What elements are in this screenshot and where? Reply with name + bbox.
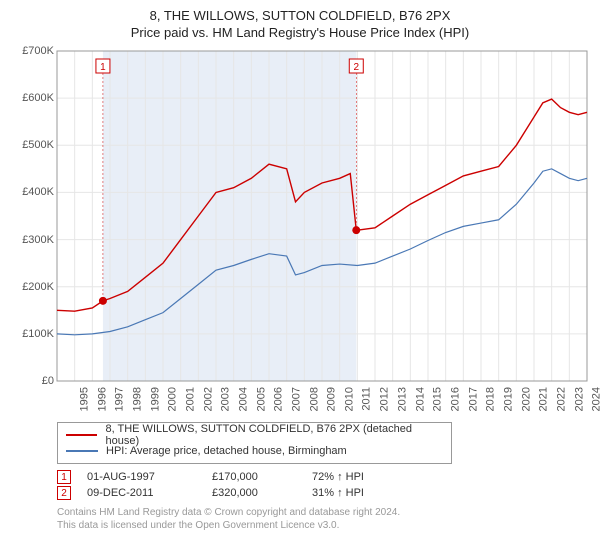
x-axis-label: 2020	[520, 387, 532, 411]
transaction-date: 01-AUG-1997	[87, 471, 212, 483]
y-axis-label: £700K	[12, 45, 54, 57]
legend-label: 8, THE WILLOWS, SUTTON COLDFIELD, B76 2P…	[105, 423, 443, 447]
x-axis-label: 2012	[379, 387, 391, 411]
x-axis-label: 2014	[414, 387, 426, 411]
x-axis-label: 2023	[573, 387, 585, 411]
x-axis-label: 2007	[290, 387, 302, 411]
transaction-marker: 1	[57, 470, 71, 484]
y-axis-label: £200K	[12, 281, 54, 293]
chart-title: 8, THE WILLOWS, SUTTON COLDFIELD, B76 2P…	[12, 8, 588, 23]
transaction-date: 09-DEC-2011	[87, 487, 212, 499]
legend-swatch	[66, 450, 98, 452]
x-axis-label: 2002	[202, 387, 214, 411]
x-axis-label: 2019	[502, 387, 514, 411]
transaction-marker: 2	[57, 486, 71, 500]
footer-attribution: Contains HM Land Registry data © Crown c…	[57, 506, 588, 532]
x-axis-label: 1998	[131, 387, 143, 411]
x-axis-label: 2016	[449, 387, 461, 411]
x-axis-label: 2001	[184, 387, 196, 411]
legend-row: 8, THE WILLOWS, SUTTON COLDFIELD, B76 2P…	[66, 427, 443, 443]
x-axis-label: 2017	[467, 387, 479, 411]
x-axis-label: 2005	[255, 387, 267, 411]
transaction-price: £320,000	[212, 487, 312, 499]
x-axis-label: 2009	[326, 387, 338, 411]
line-chart: 12	[12, 46, 588, 416]
x-axis-label: 1999	[149, 387, 161, 411]
x-axis-label: 2010	[343, 387, 355, 411]
y-axis-label: £400K	[12, 186, 54, 198]
x-axis-label: 1996	[96, 387, 108, 411]
chart-subtitle: Price paid vs. HM Land Registry's House …	[12, 25, 588, 40]
x-axis-label: 2000	[167, 387, 179, 411]
x-axis-label: 2013	[396, 387, 408, 411]
x-axis-label: 2024	[591, 387, 600, 411]
x-axis-label: 1997	[114, 387, 126, 411]
footer-line: Contains HM Land Registry data © Crown c…	[57, 506, 588, 519]
y-axis-label: £0	[12, 375, 54, 387]
x-axis-label: 2015	[432, 387, 444, 411]
x-axis-label: 2021	[538, 387, 550, 411]
x-axis-label: 2022	[555, 387, 567, 411]
x-axis-label: 2003	[220, 387, 232, 411]
transaction-row: 2 09-DEC-2011£320,00031% ↑ HPI	[57, 486, 588, 500]
x-axis-label: 1995	[78, 387, 90, 411]
legend-swatch	[66, 434, 97, 436]
transaction-pct: 72% ↑ HPI	[312, 471, 402, 483]
x-axis-label: 2018	[485, 387, 497, 411]
footer-line: This data is licensed under the Open Gov…	[57, 519, 588, 532]
legend: 8, THE WILLOWS, SUTTON COLDFIELD, B76 2P…	[57, 422, 452, 464]
y-axis-label: £100K	[12, 328, 54, 340]
y-axis-label: £600K	[12, 92, 54, 104]
transaction-pct: 31% ↑ HPI	[312, 487, 402, 499]
y-axis-label: £300K	[12, 234, 54, 246]
x-axis-label: 2006	[273, 387, 285, 411]
y-axis-label: £500K	[12, 139, 54, 151]
x-axis-label: 2004	[237, 387, 249, 411]
svg-text:1: 1	[100, 62, 106, 73]
transaction-price: £170,000	[212, 471, 312, 483]
legend-label: HPI: Average price, detached house, Birm…	[106, 445, 347, 457]
chart-area: 12 £0£100K£200K£300K£400K£500K£600K£700K…	[12, 46, 588, 416]
x-axis-label: 2008	[308, 387, 320, 411]
transaction-row: 1 01-AUG-1997£170,00072% ↑ HPI	[57, 470, 588, 484]
x-axis-label: 2011	[360, 387, 372, 411]
svg-text:2: 2	[353, 62, 359, 73]
